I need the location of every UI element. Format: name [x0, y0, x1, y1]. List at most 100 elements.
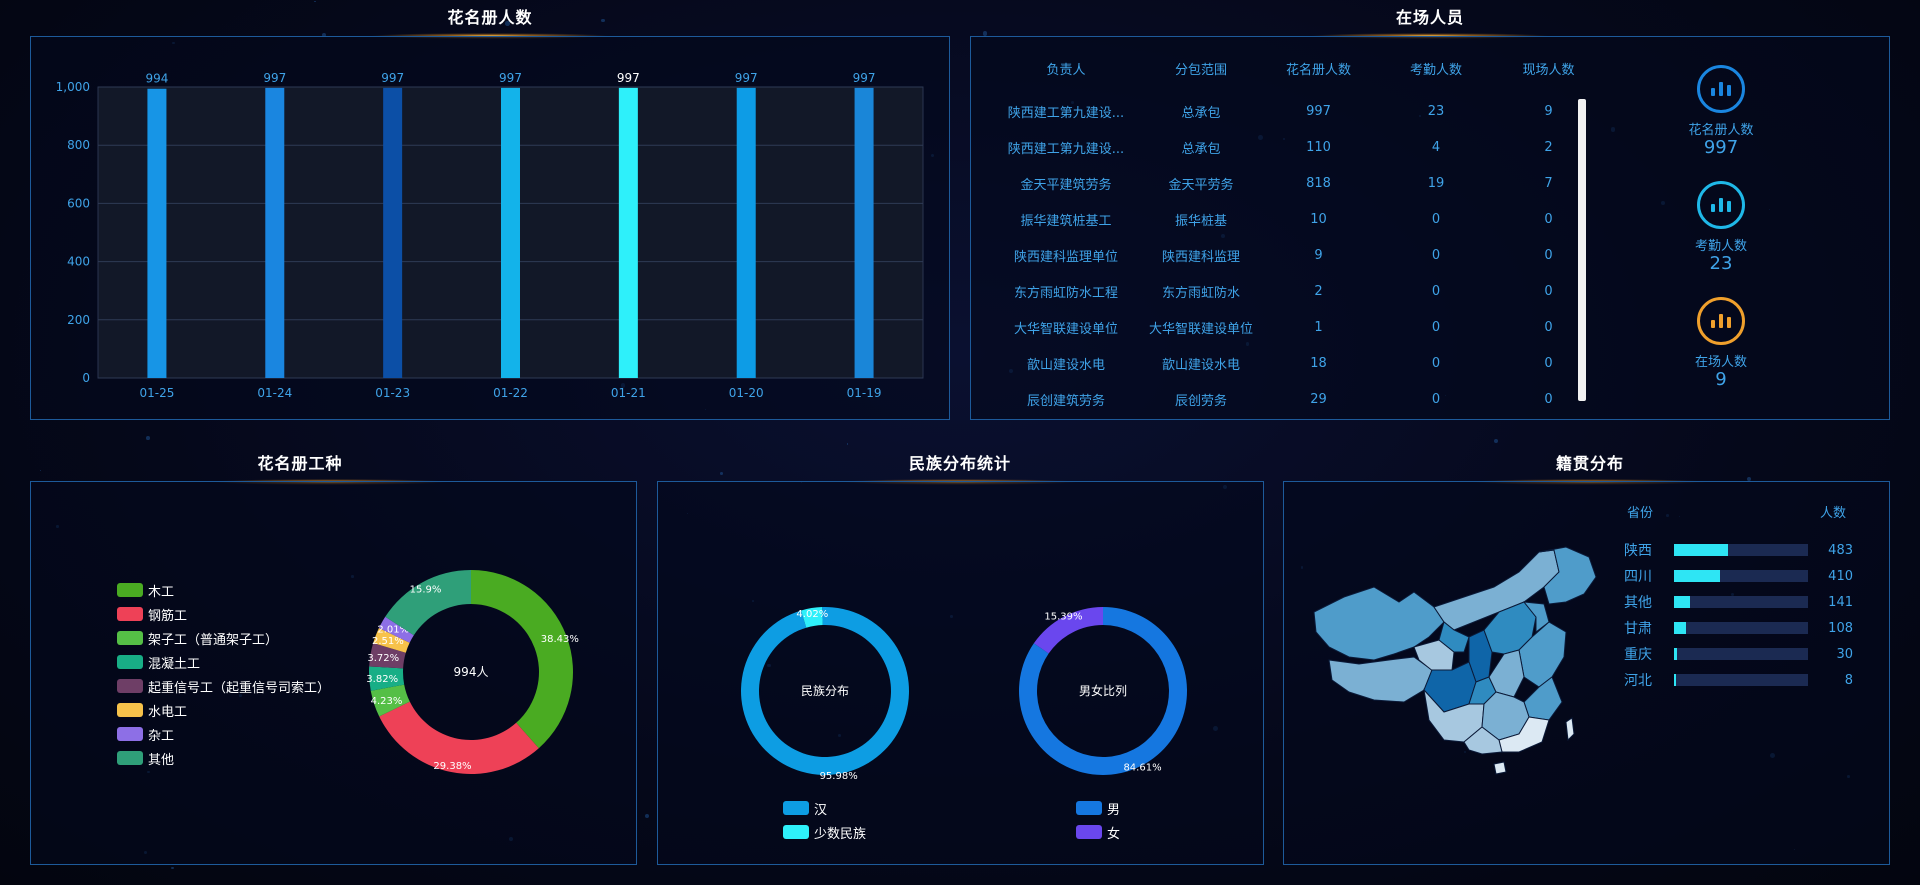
cell-roster-count: 18	[1310, 355, 1327, 371]
count-header: 人数	[1820, 506, 1847, 521]
roster-chart-title: 花名册人数	[447, 8, 533, 27]
col-header-onsite[interactable]: 现场人数	[1522, 62, 1575, 78]
cell-attendance-count: 0	[1431, 211, 1441, 227]
table-row[interactable]: 陕西建工第九建设... 总承包 110 4 2	[986, 129, 1606, 165]
table-scrollbar[interactable]	[1578, 99, 1586, 401]
legend-swatch	[783, 801, 809, 815]
cell-onsite-count: 0	[1544, 211, 1553, 227]
cell-scope: 歆山建设水电	[1161, 357, 1240, 373]
legend-item[interactable]: 杂工	[117, 722, 330, 746]
cell-roster-count: 1	[1314, 319, 1323, 335]
legend-item[interactable]: 起重信号工（起重信号司索工）	[117, 674, 330, 698]
bar-value-label: 997	[735, 71, 758, 85]
table-row[interactable]: 东方雨虹防水工程 东方雨虹防水 2 0 0	[986, 273, 1606, 309]
legend-swatch	[117, 751, 143, 765]
cell-scope: 东方雨虹防水	[1161, 285, 1240, 301]
slice-杂工	[378, 616, 414, 643]
stat-card: 花名册人数 997	[1651, 65, 1791, 158]
cell-onsite-count: 2	[1544, 139, 1553, 155]
y-tick-label: 600	[67, 196, 90, 210]
cell-attendance-count: 0	[1431, 355, 1441, 371]
cell-scope: 陕西建科监理	[1161, 249, 1240, 265]
particle	[170, 866, 174, 870]
cell-onsite-count: 9	[1544, 103, 1553, 119]
cell-onsite-count: 0	[1544, 355, 1553, 371]
onsite-table: 负责人 分包范围 花名册人数 考勤人数 现场人数 陕西建工第九建设... 总承包 9…	[986, 43, 1606, 417]
cell-manager: 大华智联建设单位	[1013, 321, 1118, 337]
cell-roster-count: 2	[1314, 283, 1323, 299]
progress-track	[1674, 674, 1808, 686]
legend-item[interactable]: 女	[1076, 820, 1120, 844]
slice-label: 2.01%	[377, 625, 409, 636]
table-row[interactable]: 陕西建工第九建设... 总承包 997 23 9	[986, 93, 1606, 129]
progress-track	[1674, 596, 1808, 608]
legend-item[interactable]: 混凝土工	[117, 650, 330, 674]
native-place-panel: 省份 人数 陕西 483 四川 410 其他 141 甘肃 108 重庆 30 河北 8	[1283, 481, 1890, 865]
bar-value-label: 997	[499, 71, 522, 85]
table-row[interactable]: 金天平建筑劳务 金天平劳务 818 19 7	[986, 165, 1606, 201]
particle	[146, 436, 150, 440]
bar-value-label: 997	[381, 71, 404, 85]
china-map[interactable]	[1304, 542, 1604, 802]
map-region-tibet	[1328, 656, 1433, 703]
map-region-taiwan	[1565, 717, 1575, 742]
legend-item[interactable]: 水电工	[117, 698, 330, 722]
legend-item[interactable]: 其他	[117, 746, 330, 770]
cell-manager: 东方雨虹防水工程	[1013, 285, 1118, 301]
x-tick-label: 01-19	[847, 386, 882, 400]
legend-swatch	[117, 703, 143, 717]
col-header-manager[interactable]: 负责人	[1046, 62, 1086, 78]
legend-label: 架子工（普通架子工）	[148, 632, 279, 648]
progress-fill	[1674, 674, 1676, 686]
cell-attendance-count: 0	[1431, 319, 1441, 335]
col-header-scope[interactable]: 分包范围	[1174, 62, 1227, 78]
legend-item[interactable]: 汉	[783, 796, 866, 820]
table-row[interactable]: 辰创建筑劳务 辰创劳务 29 0 0	[986, 381, 1606, 417]
table-row[interactable]: 歆山建设水电 歆山建设水电 18 0 0	[986, 345, 1606, 381]
cell-onsite-count: 0	[1544, 391, 1553, 407]
native-place-title: 籍贯分布	[1555, 454, 1624, 473]
place-row[interactable]: 陕西 483	[1624, 537, 1853, 563]
particle	[314, 0, 316, 3]
onsite-title: 在场人员	[1395, 8, 1464, 27]
slice-混凝土工	[369, 666, 405, 691]
legend-item[interactable]: 钢筋工	[117, 602, 330, 626]
ethnic-legend: 汉少数民族	[783, 796, 866, 844]
place-row[interactable]: 河北 8	[1624, 667, 1853, 693]
cell-scope: 大华智联建设单位	[1148, 321, 1253, 337]
gender-legend: 男女	[1076, 796, 1120, 844]
bar-01-23	[383, 87, 403, 379]
cell-onsite-count: 0	[1544, 283, 1553, 299]
place-row[interactable]: 重庆 30	[1624, 641, 1853, 667]
legend-item[interactable]: 男	[1076, 796, 1120, 820]
particle	[1747, 476, 1752, 482]
map-region-gansu	[1438, 621, 1470, 653]
stat-value: 997	[1703, 137, 1739, 158]
legend-item[interactable]: 木工	[117, 578, 330, 602]
legend-item[interactable]: 少数民族	[783, 820, 866, 844]
slice-label: 3.72%	[367, 653, 399, 664]
col-header-attendance[interactable]: 考勤人数	[1409, 62, 1462, 78]
ethnic-title: 民族分布统计	[908, 454, 1011, 473]
gender-donut: 84.61% 15.39% 男女比列	[1019, 607, 1187, 775]
legend-label: 女	[1107, 826, 1121, 842]
cell-attendance-count: 0	[1431, 283, 1441, 299]
table-row[interactable]: 振华建筑桩基工 振华桩基 10 0 0	[986, 201, 1606, 237]
cell-scope: 辰创劳务	[1174, 393, 1227, 409]
slice-label: 95.98%	[820, 771, 858, 782]
legend-item[interactable]: 架子工（普通架子工）	[117, 626, 330, 650]
roster-bar-chart: 0 200 400 600 800 1,000 994 01-25 997 01-24 997 01-…	[56, 71, 924, 400]
cell-scope: 振华桩基	[1174, 213, 1227, 229]
place-row[interactable]: 甘肃 108	[1624, 615, 1853, 641]
slice-label: 29.38%	[433, 761, 471, 772]
legend-label: 男	[1107, 802, 1121, 818]
col-header-roster[interactable]: 花名册人数	[1285, 62, 1351, 78]
table-row[interactable]: 陕西建科监理单位 陕西建科监理 9 0 0	[986, 237, 1606, 273]
bar-chart-icon	[1697, 181, 1745, 229]
progress-track	[1674, 570, 1808, 582]
place-row[interactable]: 其他 141	[1624, 589, 1853, 615]
place-row[interactable]: 四川 410	[1624, 563, 1853, 589]
roster-chart-panel: 0 200 400 600 800 1,000 994 01-25 997 01-24 997 01-…	[30, 36, 950, 420]
table-row[interactable]: 大华智联建设单位 大华智联建设单位 1 0 0	[986, 309, 1606, 345]
progress-track	[1674, 622, 1808, 634]
